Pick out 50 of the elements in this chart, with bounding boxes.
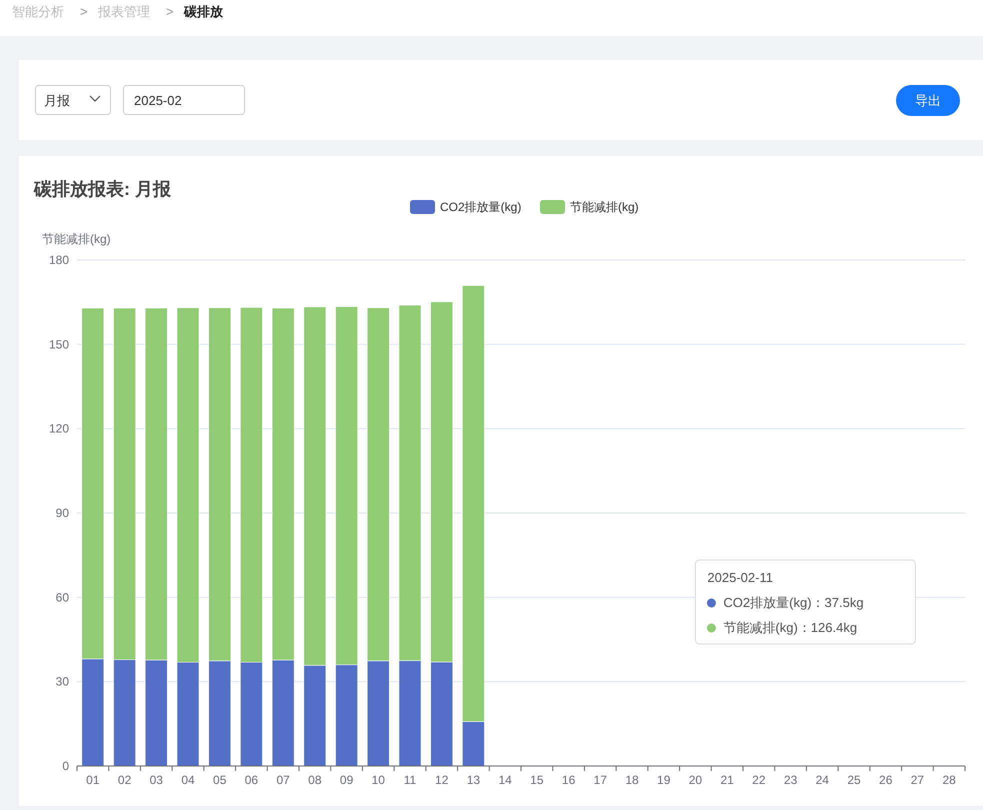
x-tick-label: 25 <box>847 773 861 787</box>
legend-label: CO2排放量(kg) <box>440 200 522 214</box>
annotation: 2025-02-11 <box>707 570 773 585</box>
x-tick-label: 26 <box>879 773 893 787</box>
x-tick-label: 17 <box>594 773 608 787</box>
x-tick-label: 13 <box>466 773 480 787</box>
y-axis-title: 节能减排(kg) <box>42 232 111 246</box>
annotation: CO2排放量(kg)：37.5kg <box>723 595 864 610</box>
x-tick-label: 18 <box>625 773 639 787</box>
y-tick-label: 180 <box>48 253 70 267</box>
x-tick-label: 12 <box>435 773 449 787</box>
x-tick-label: 04 <box>181 773 195 787</box>
x-tick-label: 05 <box>213 773 227 787</box>
x-tick-label: 27 <box>910 773 924 787</box>
text: 报表管理 <box>97 4 150 19</box>
x-tick-label: 20 <box>688 773 702 787</box>
y-tick-label: 30 <box>56 674 70 689</box>
x-tick-label: 01 <box>86 773 100 787</box>
annotation: 节能减排(kg)：126.4kg <box>723 620 858 635</box>
x-tick-label: 23 <box>784 773 798 787</box>
x-tick-label: 15 <box>530 773 544 787</box>
x-tick-label: 21 <box>720 773 734 787</box>
y-tick-label: 120 <box>48 422 70 436</box>
text: 2025-02 <box>134 93 182 108</box>
text: > <box>80 4 88 19</box>
x-tick-label: 14 <box>498 773 512 787</box>
x-tick-label: 11 <box>404 773 417 787</box>
text: > <box>166 4 174 19</box>
legend-label: 节能减排(kg) <box>570 200 639 214</box>
x-tick-label: 03 <box>150 773 164 787</box>
x-tick-label: 09 <box>340 773 354 787</box>
x-tick-label: 22 <box>752 773 766 787</box>
x-tick-label: 06 <box>244 773 258 787</box>
x-tick-label: 28 <box>942 773 956 787</box>
x-tick-label: 24 <box>816 773 830 787</box>
y-tick-label: 0 <box>62 759 70 773</box>
x-tick-label: 19 <box>657 773 671 787</box>
x-tick-label: 10 <box>372 773 386 787</box>
x-tick-label: 07 <box>276 773 290 787</box>
y-tick-label: 90 <box>56 506 70 520</box>
x-tick-label: 08 <box>308 773 322 787</box>
text: 月报 <box>44 93 70 108</box>
x-tick-label: 02 <box>118 773 132 787</box>
y-tick-label: 150 <box>48 337 70 352</box>
chart-title: 碳排放报表: 月报 <box>33 179 172 199</box>
y-tick-label: 60 <box>56 590 70 604</box>
text: 导出 <box>915 93 941 108</box>
text: 智能分析 <box>12 4 64 19</box>
text: 碳排放 <box>183 4 224 19</box>
x-tick-label: 16 <box>562 773 576 787</box>
